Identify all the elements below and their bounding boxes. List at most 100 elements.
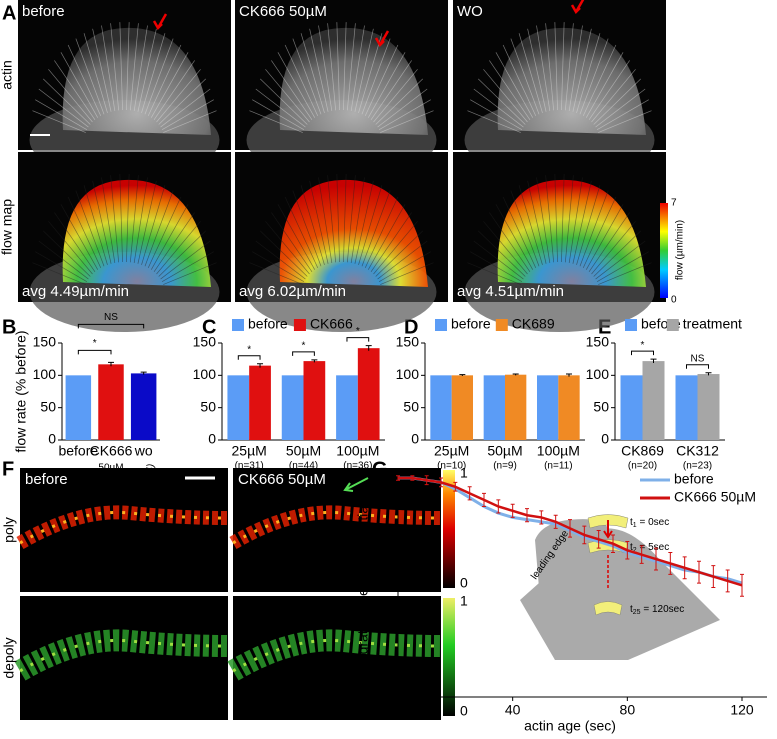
significance-label: * [93,338,97,349]
segment [593,601,623,616]
filament [367,204,406,270]
panel-letter: F [2,458,14,480]
legend-swatch [435,319,447,331]
filament [249,262,303,285]
filament [309,28,329,112]
significance-bracket [346,337,370,342]
row-label: actin [0,60,15,90]
lamellipodium [279,179,428,287]
filament [473,240,524,280]
bar [281,375,304,440]
filament [54,60,96,120]
error-bar [596,530,601,549]
arrow [343,477,369,492]
filament [156,69,201,123]
filament [60,204,99,270]
edge-highlight [232,638,442,673]
error-bar [453,481,458,492]
significance-bracket [77,323,145,329]
x-tick-label: 80 [620,702,636,718]
filament [153,212,195,272]
filament [380,262,434,285]
y-tick-label: 50 [200,398,216,414]
filament [489,212,531,272]
filament [42,230,91,277]
legend-swatch [495,319,508,331]
colorbar-tick: 1 [460,593,468,609]
condition-label: CK666 50µM [238,471,326,488]
error-bar [668,551,673,575]
legend-swatch [293,319,306,331]
filament [378,99,431,131]
colorbar [443,470,455,588]
filament [370,212,412,272]
colorbar-tick: 7 [671,198,677,209]
filament [343,174,347,263]
x-tick-label: 120 [730,702,754,718]
legend-label: CK666 50µM [674,489,756,505]
legend-swatch [625,319,637,331]
filament [277,204,316,270]
filament [67,196,102,268]
bar [451,375,473,440]
lamellipodium [62,179,212,287]
x-tick-label: 25µM [232,443,267,459]
error-bar [740,573,744,597]
filament [160,240,211,280]
filament [101,177,116,263]
filament [255,88,306,128]
filament [470,99,523,131]
legend-swatch [232,319,244,331]
filament [271,60,313,120]
filament [147,196,182,268]
filament [300,33,325,113]
x-tick-label: 100µM [336,443,379,459]
significance-bracket [292,351,315,356]
y-tick-label: 100 [586,366,610,382]
filament [83,33,108,113]
colorbar [660,203,668,298]
significance-label: * [356,326,360,337]
filament [137,28,157,112]
filament [367,52,406,118]
error-bar [396,475,400,481]
panel-letter: B [2,316,16,338]
edge-highlight [19,638,229,673]
category-note: (n=36) [343,461,372,472]
filament [158,78,207,125]
filament [361,38,391,115]
category-note: (n=10) [437,461,466,472]
colorbar [443,598,455,716]
filament [38,240,89,280]
legend-label: before [248,316,288,332]
error-bar [459,374,466,376]
filament [591,221,636,275]
x-tick-label: 50µM [286,443,321,459]
y-tick-label: 0 [208,431,216,447]
category-note: (n=9) [493,461,517,472]
bar [697,374,720,440]
y-tick-label: 150 [193,334,217,350]
significance-label: * [302,340,306,351]
filament [536,177,551,263]
bar [483,375,505,440]
filament [67,44,102,116]
filament [259,78,308,125]
time-part: t [630,542,633,553]
filament [144,38,174,115]
filament [343,22,347,111]
filament [545,23,555,111]
legend-label: before [451,316,491,332]
colorbar-tick: 0 [671,295,677,306]
average-label: avg 6.02µm/min [239,283,346,300]
filament [527,180,547,264]
bar [537,375,559,440]
filament [150,204,189,270]
filament [75,38,105,115]
bar [430,375,452,440]
filament [292,38,322,115]
error-bar [525,508,529,523]
filament [364,44,399,116]
filament [579,38,609,115]
